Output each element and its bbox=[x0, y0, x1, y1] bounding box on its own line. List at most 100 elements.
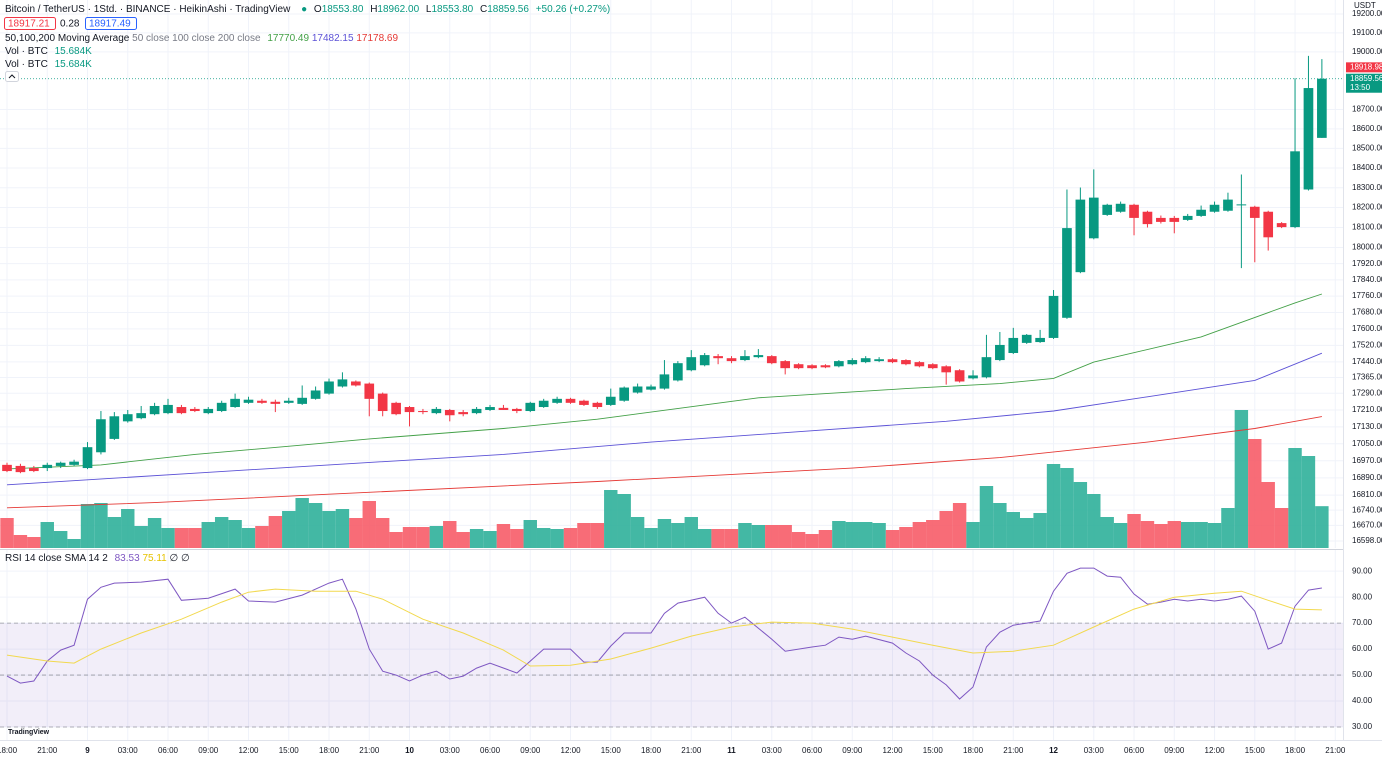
y-tick-label: 17600.00 bbox=[1352, 324, 1382, 333]
bid[interactable]: 18917.21 bbox=[8, 19, 50, 30]
volume-bar bbox=[765, 525, 779, 548]
volume-bar bbox=[349, 518, 363, 548]
volume-bar bbox=[577, 523, 591, 548]
candle-body bbox=[404, 407, 415, 413]
candle-body bbox=[1035, 337, 1045, 343]
x-tick-label: 03:00 bbox=[440, 746, 461, 755]
volume-bar bbox=[1274, 508, 1289, 548]
collapse-button[interactable] bbox=[5, 71, 19, 82]
candle-body bbox=[1008, 337, 1019, 354]
price-tag bbox=[1346, 62, 1382, 73]
volume-bar bbox=[1140, 521, 1155, 548]
candle-body bbox=[203, 408, 214, 414]
volume-bar bbox=[188, 528, 202, 548]
candle-body bbox=[914, 362, 925, 367]
y-tick-label: 16740.00 bbox=[1352, 505, 1382, 514]
candle-body bbox=[55, 462, 66, 466]
candle-body bbox=[1102, 204, 1113, 215]
y-tick-label: 16890.00 bbox=[1352, 473, 1382, 482]
volume-bar bbox=[255, 526, 269, 548]
volume-bar bbox=[308, 503, 323, 548]
volume-legend: Vol · BTC 15.684K bbox=[5, 59, 92, 70]
volume-bar bbox=[416, 527, 430, 548]
candle-body bbox=[391, 402, 401, 415]
y-tick-label: 80.00 bbox=[1352, 592, 1373, 601]
y-tick-label: 30.00 bbox=[1352, 722, 1373, 731]
ohlc-label: O bbox=[314, 4, 322, 15]
candle-body bbox=[471, 408, 482, 414]
volume-bar bbox=[832, 521, 846, 548]
rsi-legend: RSI 14 close SMA 14 2 83.53 75.11 ∅ ∅ bbox=[5, 553, 190, 564]
candle-body bbox=[1129, 204, 1139, 218]
candle-body bbox=[941, 366, 952, 373]
candle-body bbox=[659, 374, 670, 389]
candle-body bbox=[887, 359, 898, 363]
candle-body bbox=[995, 344, 1005, 361]
rsi-line bbox=[6, 588, 1322, 667]
candle-body bbox=[29, 468, 39, 472]
candle-body bbox=[1048, 295, 1059, 338]
volume-bar bbox=[1006, 512, 1020, 548]
x-tick-label: 12:00 bbox=[1205, 746, 1226, 755]
x-tick-label: 15:00 bbox=[923, 746, 944, 755]
candle-body bbox=[1249, 206, 1260, 218]
volume-bar bbox=[1221, 508, 1235, 548]
candle-body bbox=[538, 400, 549, 408]
volume-bar bbox=[1234, 410, 1249, 548]
volume-bar bbox=[107, 517, 122, 548]
volume-bar bbox=[644, 528, 658, 548]
candle-body bbox=[592, 402, 603, 408]
volume-bar bbox=[496, 524, 511, 548]
candle-body bbox=[1263, 211, 1274, 238]
volume-bar bbox=[295, 498, 309, 548]
x-tick-label: 11 bbox=[727, 746, 736, 755]
bid-box[interactable] bbox=[4, 17, 56, 30]
candle-body bbox=[699, 355, 710, 366]
candle-body bbox=[82, 447, 93, 469]
candle-body bbox=[1169, 217, 1180, 222]
x-tick-label: 15:00 bbox=[279, 746, 300, 755]
y-tick-label: 16970.00 bbox=[1352, 456, 1382, 465]
volume-bar bbox=[402, 527, 417, 548]
ma-value: 17178.69 bbox=[356, 33, 398, 44]
ohlc-label: C bbox=[480, 4, 487, 15]
y-tick-label: 17760.00 bbox=[1352, 291, 1382, 300]
candle-body bbox=[1075, 199, 1086, 273]
collapse-icon[interactable] bbox=[8, 74, 16, 79]
candle-body bbox=[1276, 223, 1287, 228]
rsi-sma-value: 75.11 bbox=[142, 553, 167, 564]
volume-bar bbox=[684, 517, 698, 548]
volume-bar bbox=[389, 532, 403, 548]
y-tick-label: 40.00 bbox=[1352, 696, 1373, 705]
volume-bar bbox=[268, 516, 283, 548]
candle-body bbox=[780, 361, 791, 369]
y-tick-label: 17130.00 bbox=[1352, 422, 1382, 431]
ask[interactable]: 18917.49 bbox=[89, 19, 131, 30]
ma-value: 17482.15 bbox=[312, 33, 354, 44]
volume-bar bbox=[53, 531, 68, 548]
candle-body bbox=[954, 370, 965, 382]
x-tick-label: 09:00 bbox=[842, 746, 863, 755]
volume-bar bbox=[738, 523, 752, 548]
volume-bar bbox=[563, 528, 578, 548]
ohlc-value: 18553.80 bbox=[322, 4, 364, 15]
volume-bar bbox=[939, 511, 953, 548]
x-tick-label: 21:00 bbox=[359, 746, 380, 755]
x-tick-label: 03:00 bbox=[1084, 746, 1105, 755]
candle-body bbox=[525, 402, 536, 412]
volume-bar bbox=[161, 528, 175, 548]
volume-bar bbox=[1180, 522, 1195, 548]
ask-box[interactable] bbox=[85, 17, 137, 30]
y-tick-label: 17050.00 bbox=[1352, 439, 1382, 448]
volume-name: Vol · BTC bbox=[5, 46, 48, 57]
volume-bar bbox=[872, 523, 886, 548]
candle-body bbox=[901, 360, 911, 365]
volume-bar bbox=[67, 539, 81, 548]
y-tick-label: 19200.00 bbox=[1352, 9, 1382, 18]
volume-name: Vol · BTC bbox=[5, 59, 48, 70]
candle-body bbox=[579, 400, 589, 405]
candle-body bbox=[270, 401, 281, 404]
volume-bar bbox=[241, 528, 256, 548]
volume-bar bbox=[1073, 482, 1088, 548]
